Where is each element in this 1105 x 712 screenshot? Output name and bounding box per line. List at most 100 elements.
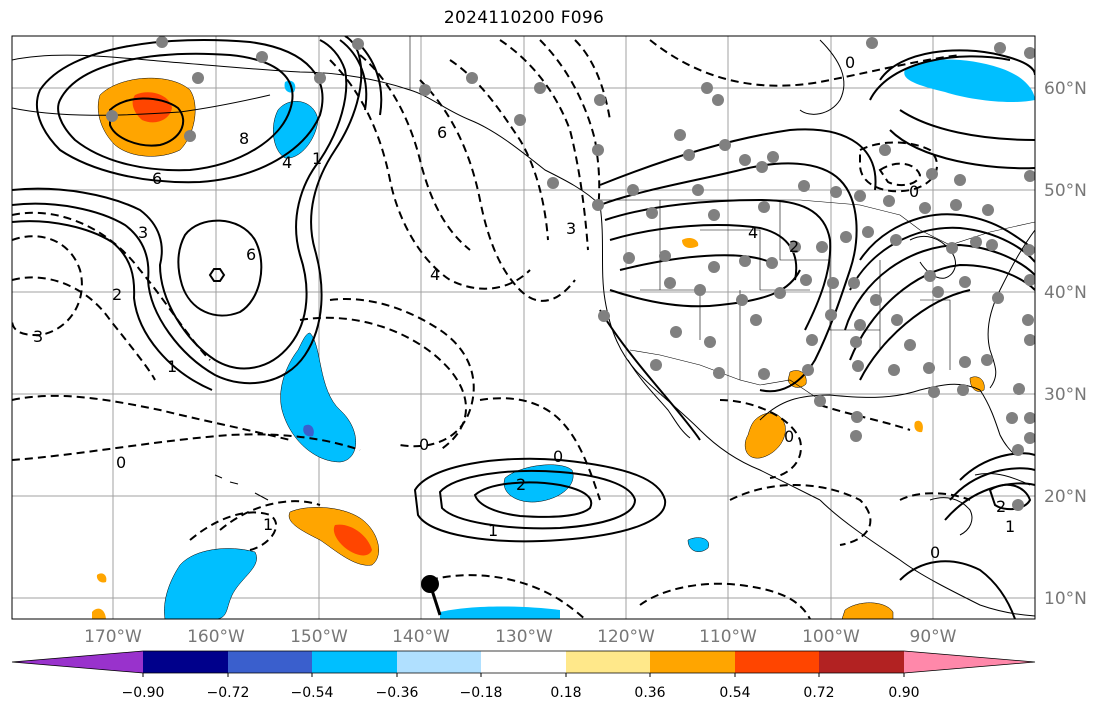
lon-label: 150°W xyxy=(290,627,348,647)
lon-label: 130°W xyxy=(495,627,553,647)
map-frame xyxy=(11,35,1036,620)
dashed-contour xyxy=(899,492,971,501)
anomaly-fills xyxy=(92,59,1035,619)
dashed-contour xyxy=(499,39,589,251)
fill-orange-mexico xyxy=(744,412,786,459)
colorbar-segment xyxy=(228,651,312,673)
dashed-contour xyxy=(729,484,872,546)
solid-contour xyxy=(859,289,971,381)
storm-marker xyxy=(421,575,442,616)
solid-contour xyxy=(899,109,1035,141)
coast-na-west xyxy=(599,204,821,501)
solid-contour xyxy=(109,97,185,147)
colorbar-segment xyxy=(904,651,1035,673)
dashed-contour xyxy=(359,54,471,251)
coast-gulf-mexico xyxy=(759,383,981,421)
coast-aleutians xyxy=(12,94,271,116)
station-dots xyxy=(106,36,1035,511)
dashed-contour xyxy=(329,298,475,448)
longitude-labels: 170°W 160°W 150°W 140°W 130°W 120°W 110°… xyxy=(84,627,957,647)
map-title: 2024110200 F096 xyxy=(443,8,605,28)
contour-label: 0 xyxy=(553,447,563,466)
lat-label: 30°N xyxy=(1044,385,1087,405)
solid-contour xyxy=(473,481,593,518)
colorbar-segment xyxy=(397,651,481,673)
contour-label: 2 xyxy=(516,475,526,494)
coast-florida xyxy=(979,389,1016,456)
border-state-6 xyxy=(920,299,951,370)
lon-label: 170°W xyxy=(84,627,142,647)
contour-label: 1 xyxy=(167,357,177,376)
solid-contour xyxy=(12,39,348,370)
fill-cyan-small-pacific xyxy=(687,537,709,552)
solid-contour xyxy=(619,254,771,271)
coast-alaska xyxy=(12,54,601,206)
contour-label: 0 xyxy=(116,453,126,472)
contour-label: 0 xyxy=(419,435,429,454)
colorbar-segment xyxy=(143,651,228,673)
contour-label: 3 xyxy=(138,223,148,242)
dashed-contour xyxy=(419,79,576,302)
colorbar: −0.90 −0.72 −0.54 −0.36 −0.18 0.18 0.36 … xyxy=(11,650,1036,701)
solid-contour xyxy=(413,457,667,543)
colorbar-tick-label: 0.90 xyxy=(888,685,919,701)
colorbar-tick-label: −0.90 xyxy=(122,685,165,701)
lon-label: 90°W xyxy=(910,627,957,647)
fill-red-south xyxy=(333,524,372,556)
colorbar-tick-label: 0.72 xyxy=(803,685,834,701)
coast-baja xyxy=(627,359,691,439)
solid-contour xyxy=(57,52,294,172)
solid-contour xyxy=(177,219,263,317)
dashed-contour xyxy=(299,316,467,451)
dashed-contour xyxy=(859,141,939,193)
contour-label: 0 xyxy=(930,543,940,562)
contour-label: 1 xyxy=(488,521,498,540)
solid-contour xyxy=(12,220,213,391)
contour-label: 4 xyxy=(282,153,292,172)
colorbar-segment xyxy=(312,651,397,673)
solid-contour xyxy=(899,560,1016,619)
coast-east xyxy=(987,229,1035,389)
lon-label: 110°W xyxy=(699,627,757,647)
fill-cyan-bottom xyxy=(440,606,560,619)
solid-contour xyxy=(959,452,1035,481)
solid-contour xyxy=(599,309,701,441)
coast-yucatan xyxy=(929,497,973,536)
dashed-contour xyxy=(819,404,911,431)
colorbar-tick-label: 0.54 xyxy=(719,685,750,701)
dashed-contour xyxy=(878,162,922,187)
contour-label: 3 xyxy=(566,219,576,238)
contour-label: 4 xyxy=(430,265,440,284)
coast-central-america xyxy=(819,499,1035,617)
dashed-contour xyxy=(479,397,601,501)
solid-contour xyxy=(599,128,877,191)
colorbar-segment xyxy=(735,651,819,673)
solid-contour xyxy=(599,162,858,393)
lat-label: 20°N xyxy=(1044,487,1087,507)
fill-cyan-hawaii-north xyxy=(280,332,356,463)
colorbar-segment xyxy=(481,651,566,673)
dashed-contour xyxy=(719,399,802,479)
colorbar-tick-label: 0.18 xyxy=(550,685,581,701)
contour-label: 0 xyxy=(845,53,855,72)
solid-contour xyxy=(438,469,637,530)
solid-contour xyxy=(604,198,832,331)
contour-label: 2 xyxy=(996,497,1006,516)
solid-contour xyxy=(879,49,1035,81)
lon-label: 160°W xyxy=(187,627,245,647)
contour-label: 2 xyxy=(112,285,122,304)
contour-label: 2 xyxy=(789,237,799,256)
solid-contour xyxy=(859,213,1035,261)
dashed-contour xyxy=(329,59,531,290)
colorbar-tick-labels: −0.90 −0.72 −0.54 −0.36 −0.18 0.18 0.36 … xyxy=(122,685,920,701)
fill-cyan-alaska-gulf xyxy=(273,101,319,159)
solid-contour xyxy=(849,226,1035,291)
contour-label: 6 xyxy=(437,123,447,142)
fill-blue-small xyxy=(303,424,314,437)
lon-label: 120°W xyxy=(597,627,655,647)
contour-label: 1 xyxy=(312,149,322,168)
coast-hawaii-2 xyxy=(229,481,239,485)
solid-contour xyxy=(849,263,1035,361)
dashed-contour xyxy=(12,235,83,337)
coast-hawaii-1 xyxy=(214,474,223,479)
